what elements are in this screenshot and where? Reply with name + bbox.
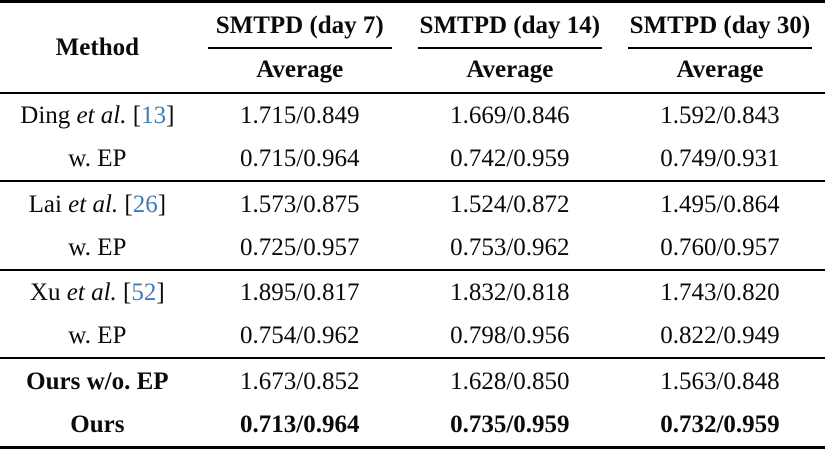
group-header-row: Method SMTPD (day 7) SMTPD (day 14) SMTP… <box>0 2 825 61</box>
value-cell: 0.760/0.957 <box>660 233 780 261</box>
method-name: Ours <box>70 410 125 438</box>
value-cell: 0.753/0.962 <box>450 233 570 261</box>
method-column-header: Method <box>55 34 139 61</box>
value-cell: 1.495/0.864 <box>660 190 780 218</box>
table-row: Xu et al. [52] 1.895/0.817 1.832/0.818 1… <box>0 270 825 314</box>
group-header-label: SMTPD (day 30) <box>627 11 812 49</box>
value-cell: 0.715/0.964 <box>240 145 360 173</box>
table-row: Ours w/o. EP 1.673/0.852 1.628/0.850 1.5… <box>0 358 825 402</box>
method-etal: et al. <box>66 279 117 307</box>
method-cell: Ding et al. [13] <box>0 93 195 137</box>
cite-bracket-open: [ <box>126 102 142 130</box>
group-header-label: SMTPD (day 14) <box>417 11 602 49</box>
method-etal: et al. <box>68 190 119 218</box>
group-xu: Xu et al. [52] 1.895/0.817 1.832/0.818 1… <box>0 269 825 358</box>
subheader-average-day7: Average <box>256 56 344 83</box>
group-lai: Lai et al. [26] 1.573/0.875 1.524/0.872 … <box>0 181 825 269</box>
group-ding: Ding et al. [13] 1.715/0.849 1.669/0.846… <box>0 93 825 181</box>
value-cell: 1.669/0.846 <box>450 102 570 130</box>
value-cell: 1.832/0.818 <box>450 279 570 307</box>
table-header: Method SMTPD (day 7) SMTPD (day 14) SMTP… <box>0 2 825 93</box>
table-row: Ours 0.713/0.964 0.735/0.959 0.732/0.959 <box>0 403 825 448</box>
table-row: Lai et al. [26] 1.573/0.875 1.524/0.872 … <box>0 181 825 225</box>
method-name: w. EP <box>68 322 127 350</box>
value-cell: 0.725/0.957 <box>240 233 360 261</box>
citation-link[interactable]: 26 <box>132 190 158 218</box>
table-row: w. EP 0.715/0.964 0.742/0.959 0.749/0.93… <box>0 137 825 181</box>
method-cell: w. EP <box>0 137 195 181</box>
method-etal: et al. <box>76 102 127 130</box>
value-cell: 1.673/0.852 <box>240 367 360 395</box>
cite-bracket-close: ] <box>157 190 167 218</box>
method-cell: Xu et al. [52] <box>0 270 195 314</box>
method-name: w. EP <box>68 145 127 173</box>
method-name: Lai <box>28 190 69 218</box>
cite-bracket-open: [ <box>116 279 132 307</box>
method-cell: Ours w/o. EP <box>0 358 195 402</box>
method-name: Xu <box>29 279 67 307</box>
subheader-average-day14: Average <box>466 56 554 83</box>
value-cell: 1.628/0.850 <box>450 367 570 395</box>
method-cell: w. EP <box>0 314 195 358</box>
value-cell: 0.735/0.959 <box>450 410 570 438</box>
value-cell: 0.822/0.949 <box>660 322 780 350</box>
cite-bracket-open: [ <box>118 190 133 218</box>
value-cell: 0.742/0.959 <box>450 145 570 173</box>
method-cell: w. EP <box>0 226 195 270</box>
sub-header-row: Average Average Average <box>0 49 825 93</box>
value-cell: 1.524/0.872 <box>450 190 570 218</box>
value-cell: 1.592/0.843 <box>660 102 780 130</box>
citation-link[interactable]: 13 <box>141 102 167 130</box>
subheader-average-day30: Average <box>676 56 764 83</box>
value-cell: 1.743/0.820 <box>660 279 780 307</box>
cite-bracket-close: ] <box>156 279 165 307</box>
method-name: Ours w/o. EP <box>26 367 169 395</box>
method-name: Ding <box>20 102 77 130</box>
citation-link[interactable]: 52 <box>131 279 157 307</box>
group-header-day30: SMTPD (day 30) <box>615 2 825 49</box>
method-name: w. EP <box>68 233 127 261</box>
table-row: Ding et al. [13] 1.715/0.849 1.669/0.846… <box>0 93 825 137</box>
group-header-label: SMTPD (day 7) <box>207 11 392 49</box>
cite-bracket-close: ] <box>166 102 175 130</box>
group-header-day7: SMTPD (day 7) <box>195 2 405 49</box>
table-row: w. EP 0.754/0.962 0.798/0.956 0.822/0.94… <box>0 314 825 358</box>
table-row: w. EP 0.725/0.957 0.753/0.962 0.760/0.95… <box>0 226 825 270</box>
group-ours: Ours w/o. EP 1.673/0.852 1.628/0.850 1.5… <box>0 358 825 447</box>
value-cell: 0.732/0.959 <box>660 410 780 438</box>
value-cell: 0.713/0.964 <box>240 410 360 438</box>
value-cell: 1.563/0.848 <box>660 367 780 395</box>
method-cell: Ours <box>0 403 195 448</box>
method-cell: Lai et al. [26] <box>0 181 195 225</box>
value-cell: 0.798/0.956 <box>450 322 570 350</box>
value-cell: 0.749/0.931 <box>660 145 780 173</box>
value-cell: 1.573/0.875 <box>240 190 360 218</box>
group-header-day14: SMTPD (day 14) <box>405 2 615 49</box>
value-cell: 1.715/0.849 <box>240 102 360 130</box>
value-cell: 0.754/0.962 <box>240 322 360 350</box>
value-cell: 1.895/0.817 <box>240 279 360 307</box>
